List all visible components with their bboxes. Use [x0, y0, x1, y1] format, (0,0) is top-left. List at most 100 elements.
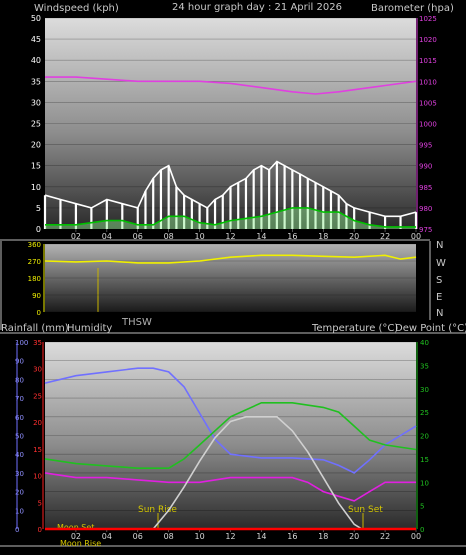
x-tick-label: 16: [287, 532, 297, 541]
y-tick-label: 10: [420, 479, 429, 487]
y-tick-label: 20: [15, 489, 24, 497]
x-tick-label: 20: [349, 532, 359, 541]
compass-label: N: [436, 240, 443, 251]
temp-plot-area: [45, 342, 416, 529]
x-tick-label: 14: [256, 232, 266, 241]
sun-set-label: Sun Set: [348, 505, 383, 515]
y-tick-label: 30: [420, 386, 429, 394]
y-tick-label: 1020: [419, 36, 437, 44]
y-tick-label: 1015: [419, 57, 437, 65]
moon-set-label: Moon Set: [57, 523, 94, 532]
y-tick-label: 35: [420, 362, 429, 370]
x-tick-label: 02: [71, 532, 81, 541]
y-tick-label: 10: [15, 507, 24, 515]
y-tick-label: 975: [419, 226, 432, 234]
y-tick-label: 5: [36, 204, 41, 213]
compass-labels: N W S E N: [436, 240, 446, 319]
dew-point-label: Dew Point (°C): [395, 323, 466, 334]
rainfall-label: Rainfall (mm): [1, 323, 69, 334]
y-tick-label: 30: [33, 366, 42, 374]
y-tick-label: 40: [31, 56, 41, 65]
y-tick-label: 0: [37, 309, 41, 317]
y-tick-label: 30: [15, 470, 24, 478]
y-tick-label: 15: [33, 446, 42, 454]
y-tick-label: 270: [28, 258, 41, 266]
y-tick-label: 35: [33, 339, 42, 347]
x-tick-label: 22: [380, 532, 390, 541]
sun-rise-label: Sun Rise: [138, 505, 177, 515]
dew-point-line: [44, 472, 416, 502]
x-tick-label: 12: [225, 232, 235, 241]
y-tick-label: 45: [31, 35, 41, 44]
thsw-label: THSW: [121, 317, 152, 328]
event-markers: Sun Rise Sun Set Moon Set Moon Rise: [57, 268, 383, 548]
y-tick-label: 90: [15, 358, 24, 366]
y-tick-label: 1025: [419, 15, 437, 23]
y-tick-label: 980: [419, 205, 432, 213]
barometer-label: Barometer (hpa): [371, 3, 454, 14]
wind-avg-area: [45, 207, 416, 229]
y-tick-label: 100: [15, 339, 28, 347]
y-tick-label: 995: [419, 142, 432, 150]
x-tick-label: 14: [256, 532, 266, 541]
solar-line: [152, 416, 363, 530]
x-tick-label: 04: [102, 532, 112, 541]
x-tick-label: 12: [225, 532, 235, 541]
temperature-label: Temperature (°C): [311, 323, 398, 334]
y-tick-label: 1010: [419, 78, 437, 86]
wind-gust-line: [44, 160, 417, 218]
y-tick-label: 180: [28, 275, 41, 283]
y-tick-label: 10: [31, 183, 41, 192]
y-tick-label: 90: [32, 292, 41, 300]
y-tick-label: 985: [419, 184, 432, 192]
x-tick-label: 00: [411, 532, 421, 541]
temperature-line: [44, 402, 417, 469]
x-tick-label: 10: [194, 532, 204, 541]
y-tick-label: 0: [38, 526, 42, 534]
y-tick-label: 50: [31, 14, 41, 23]
graph-title: 24 hour graph day : 21 April 2026: [172, 2, 342, 13]
barometer-line: [45, 76, 417, 95]
direction-plot-area: [45, 244, 416, 312]
y-tick-label: 360: [28, 241, 41, 249]
y-tick-label: 20: [33, 419, 42, 427]
y-tick-label: 10: [33, 473, 42, 481]
y-tick-label: 80: [15, 376, 24, 384]
y-tick-label: 40: [420, 339, 429, 347]
x-tick-label: 08: [164, 532, 174, 541]
y-tick-label: 20: [31, 141, 41, 150]
x-tick-label: 16: [287, 232, 297, 241]
y-tick-label: 15: [31, 162, 41, 171]
y-tick-label: 35: [31, 77, 41, 86]
y-tick-label: 30: [31, 98, 41, 107]
x-tick-label: 04: [102, 232, 112, 241]
direction-line: [44, 254, 417, 264]
y-tick-label: 25: [31, 120, 41, 129]
y-tick-label: 0: [15, 526, 19, 534]
compass-label: E: [436, 292, 442, 303]
humidity-label: Humidity: [67, 323, 112, 334]
y-tick-label: 60: [15, 414, 24, 422]
compass-label: N: [436, 308, 443, 319]
y-tick-label: 25: [33, 392, 42, 400]
y-tick-label: 20: [420, 433, 429, 441]
wind-avg-line: [45, 207, 416, 228]
x-tick-label: 06: [133, 532, 143, 541]
y-tick-label: 0: [36, 225, 41, 234]
x-tick-label: 06: [133, 232, 143, 241]
x-tick-label: 18: [318, 232, 328, 241]
y-tick-label: 50: [15, 433, 24, 441]
y-tick-label: 40: [15, 451, 24, 459]
y-tick-label: 70: [15, 395, 24, 403]
y-tick-label: 990: [419, 163, 432, 171]
windspeed-label: Windspeed (kph): [34, 3, 119, 14]
y-tick-label: 0: [420, 526, 424, 534]
compass-label: W: [436, 258, 446, 269]
compass-label: S: [436, 275, 442, 286]
x-tick-label: 08: [164, 232, 174, 241]
y-tick-label: 1005: [419, 99, 437, 107]
x-tick-label: 20: [349, 232, 359, 241]
y-tick-label: 25: [420, 409, 429, 417]
